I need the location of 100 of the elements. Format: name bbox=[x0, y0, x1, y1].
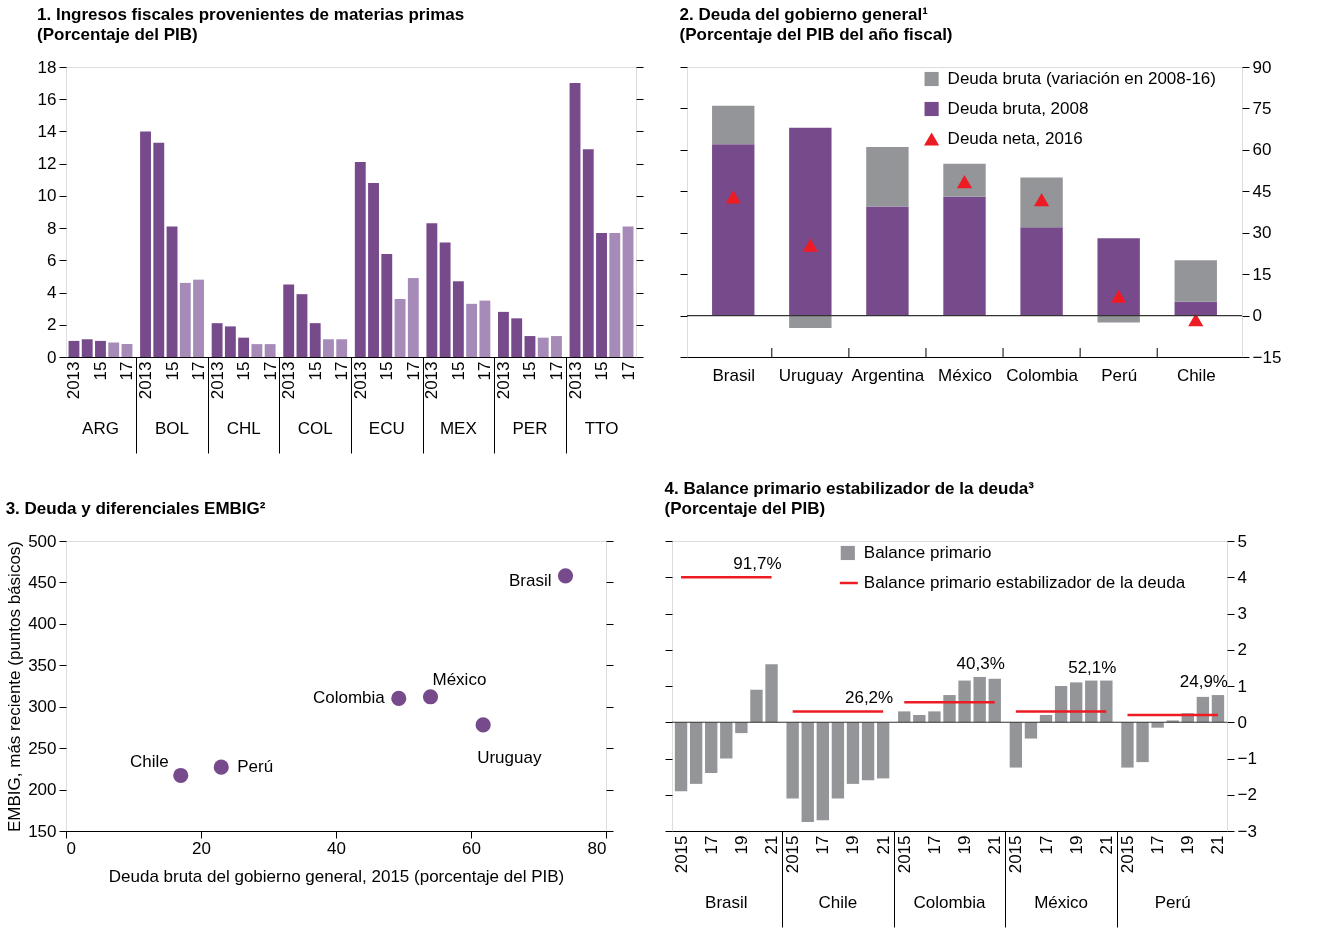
text: PER bbox=[512, 419, 548, 438]
y-tick-label: 16 bbox=[37, 89, 57, 109]
annotation: Chile bbox=[130, 752, 169, 772]
x-tick-label: 17 bbox=[260, 361, 280, 381]
annotation: Colombia bbox=[312, 688, 386, 708]
x-tick-label: 19 bbox=[1066, 835, 1086, 855]
x-tick-label: 17 bbox=[546, 361, 566, 381]
y-tick-label: 12 bbox=[37, 154, 57, 174]
bar bbox=[1211, 695, 1225, 723]
y-tick-label: 350 bbox=[28, 655, 57, 675]
bar bbox=[943, 163, 986, 197]
y-tick-label: 250 bbox=[28, 738, 57, 758]
x-tick-label: 17 bbox=[403, 361, 423, 381]
point bbox=[391, 690, 407, 706]
bar bbox=[689, 722, 703, 784]
chart-title: 4. Balance primario estabilizador de la deuda³ bbox=[664, 479, 1035, 498]
bar bbox=[913, 715, 926, 723]
x-tick-label: 2013 bbox=[64, 361, 84, 400]
point bbox=[213, 759, 229, 775]
y2-tick-label: 60 bbox=[1252, 140, 1272, 160]
bar bbox=[381, 253, 393, 357]
y2-tick-label: −15 bbox=[1252, 347, 1282, 367]
x-tick-label: México bbox=[938, 365, 992, 385]
bar bbox=[786, 722, 799, 799]
text: Colombia bbox=[913, 893, 986, 912]
y-tick-label: 4 bbox=[47, 283, 57, 303]
x-tick-label: 15 bbox=[592, 361, 612, 381]
text: MEX bbox=[439, 419, 477, 438]
bar bbox=[211, 323, 223, 357]
y-tick-label: 18 bbox=[37, 57, 57, 77]
bar bbox=[251, 344, 263, 357]
point bbox=[1188, 313, 1204, 327]
point bbox=[802, 238, 818, 252]
x-tick-label: 17 bbox=[618, 361, 638, 381]
y-tick-label: 150 bbox=[28, 821, 57, 841]
x-tick-label: 19 bbox=[1178, 835, 1198, 855]
bar bbox=[1097, 238, 1140, 316]
x-tick-label: 17 bbox=[1036, 835, 1056, 855]
text: ARG bbox=[82, 419, 119, 438]
point bbox=[557, 568, 574, 584]
bar bbox=[973, 676, 986, 723]
bar bbox=[466, 303, 478, 357]
y-tick-label: 0 bbox=[47, 347, 57, 367]
text: CHL bbox=[226, 419, 261, 438]
bar bbox=[582, 149, 594, 357]
bar bbox=[789, 127, 832, 316]
x-tick-label: 21 bbox=[1096, 835, 1116, 855]
annotation: 24,9% bbox=[1179, 672, 1228, 692]
x-tick-label: 17 bbox=[332, 361, 352, 381]
text: COL bbox=[297, 419, 333, 438]
bar bbox=[712, 105, 755, 145]
y-tick-label: 6 bbox=[47, 250, 57, 270]
y-tick-label: 2 bbox=[47, 315, 57, 335]
x-tick-label: 19 bbox=[955, 835, 975, 855]
bar bbox=[609, 232, 621, 357]
y2-tick-label: 3 bbox=[1237, 604, 1247, 623]
x-tick-label: 60 bbox=[462, 838, 481, 858]
x-tick-label: 40 bbox=[327, 838, 346, 858]
chart-title: 1. Ingresos fiscales provenientes de materias primas bbox=[37, 5, 465, 24]
x-tick-label: 80 bbox=[587, 838, 607, 858]
bar bbox=[846, 722, 860, 784]
annotation: Uruguay bbox=[477, 747, 542, 767]
bar bbox=[179, 282, 191, 357]
legend-label: Deuda neta, 2016 bbox=[947, 129, 1083, 148]
y2-tick-label: 75 bbox=[1252, 98, 1272, 118]
x-tick-label: 21 bbox=[985, 835, 1005, 855]
y-tick-label: 400 bbox=[28, 614, 57, 634]
y-tick-label: 500 bbox=[28, 531, 57, 551]
y2-tick-label: 0 bbox=[1252, 306, 1262, 326]
x-tick-label: 17 bbox=[1148, 835, 1168, 855]
x-tick-label: 15 bbox=[90, 361, 110, 381]
bar bbox=[712, 144, 755, 316]
x-tick-label: 17 bbox=[924, 835, 944, 855]
point bbox=[475, 717, 491, 733]
bar bbox=[1020, 177, 1063, 228]
annotation: 40,3% bbox=[956, 653, 1005, 673]
bar bbox=[789, 315, 832, 328]
bar bbox=[140, 131, 151, 357]
point bbox=[725, 190, 741, 204]
bar bbox=[336, 339, 348, 357]
bar bbox=[452, 281, 464, 357]
x-tick-label: 17 bbox=[189, 361, 209, 381]
bar bbox=[1100, 680, 1113, 723]
bar bbox=[394, 299, 406, 357]
bar bbox=[309, 323, 321, 357]
x-tick-label: Uruguay bbox=[778, 365, 844, 385]
bar bbox=[674, 722, 688, 792]
bar bbox=[68, 340, 80, 357]
annotation: Brasil bbox=[508, 570, 552, 590]
annotation: Perú bbox=[237, 757, 274, 777]
bar bbox=[479, 300, 491, 357]
legend-label: Deuda bruta (variación en 2008-16) bbox=[947, 69, 1216, 88]
x-tick-label: 2015 bbox=[671, 835, 691, 874]
x-tick-label: 20 bbox=[192, 838, 211, 858]
x-tick-label: 19 bbox=[731, 835, 751, 855]
y2-tick-label: 30 bbox=[1252, 223, 1272, 243]
legend-label: Deuda bruta, 2008 bbox=[947, 99, 1089, 118]
x-tick-label: 15 bbox=[448, 361, 468, 381]
y2-tick-label: −3 bbox=[1237, 821, 1257, 841]
legend-label: Balance primario estabilizador de la deuda bbox=[863, 573, 1186, 592]
